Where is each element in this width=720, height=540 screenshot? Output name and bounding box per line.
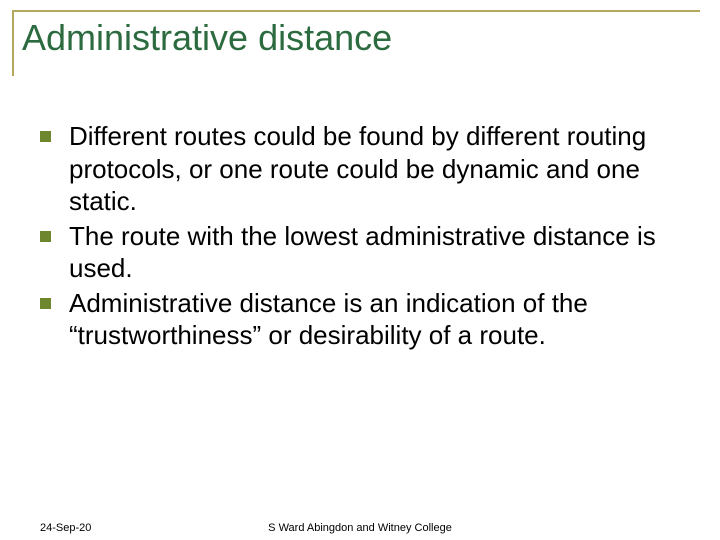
square-bullet-icon xyxy=(40,231,51,242)
footer-author: S Ward Abingdon and Witney College xyxy=(40,522,680,534)
slide: Administrative distance Different routes… xyxy=(0,0,720,540)
slide-title: Administrative distance xyxy=(22,18,700,58)
bullet-text: Different routes could be found by diffe… xyxy=(69,120,690,218)
list-item: Different routes could be found by diffe… xyxy=(40,120,690,218)
bullet-text: The route with the lowest administrative… xyxy=(69,220,690,285)
list-item: Administrative distance is an indication… xyxy=(40,287,690,352)
square-bullet-icon xyxy=(40,298,51,309)
square-bullet-icon xyxy=(40,131,51,142)
list-item: The route with the lowest administrative… xyxy=(40,220,690,285)
title-rule: Administrative distance xyxy=(12,10,700,76)
bullet-text: Administrative distance is an indication… xyxy=(69,287,690,352)
content-area: Different routes could be found by diffe… xyxy=(40,120,690,354)
